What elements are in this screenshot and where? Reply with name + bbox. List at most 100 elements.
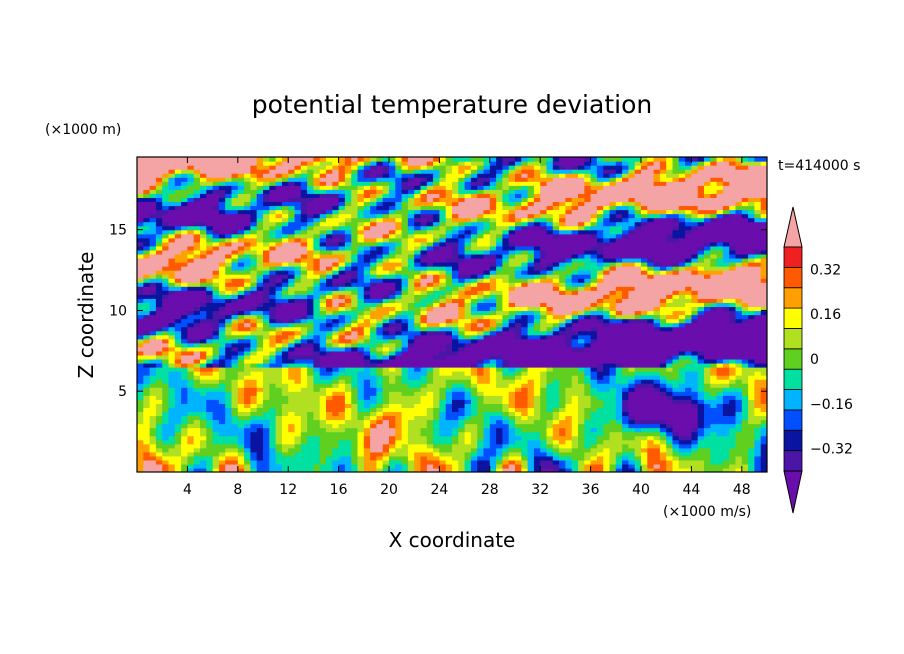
field-cell (521, 435, 529, 441)
field-cell (477, 439, 485, 445)
field-cell (596, 326, 604, 332)
field-cell (710, 290, 718, 295)
field-cell (294, 423, 302, 429)
field-cell (741, 443, 749, 449)
field-cell (250, 290, 258, 295)
field-cell (439, 427, 447, 433)
field-cell (546, 403, 554, 408)
field-cell (729, 354, 737, 360)
field-cell (300, 463, 308, 469)
field-cell (370, 371, 377, 376)
field-cell (527, 435, 535, 441)
field-cell (307, 354, 314, 360)
field-cell (546, 435, 554, 441)
field-cell (748, 290, 755, 295)
field-cell (565, 338, 573, 344)
field-cell (760, 338, 767, 344)
field-cell (578, 443, 585, 449)
field-cell (263, 274, 270, 279)
field-cell (716, 278, 724, 283)
field-cell (288, 427, 296, 433)
field-cell (483, 294, 491, 299)
field-cell (704, 451, 711, 457)
field-cell (143, 286, 151, 291)
field-cell (363, 411, 371, 417)
field-cell (407, 330, 415, 336)
field-cell (218, 451, 226, 457)
field-cell (363, 463, 371, 469)
field-cell (401, 354, 409, 360)
field-cell (382, 358, 390, 364)
field-cell (452, 326, 459, 332)
field-cell (174, 423, 182, 429)
field-cell (552, 375, 560, 380)
field-cell (483, 431, 491, 437)
field-cell (760, 330, 767, 336)
field-cell (225, 278, 233, 283)
field-cell (382, 407, 390, 413)
field-cell (263, 298, 270, 303)
field-cell (697, 274, 705, 279)
field-cell (319, 330, 327, 336)
field-cell (483, 435, 491, 441)
field-cell (722, 294, 730, 299)
field-cell (162, 391, 170, 396)
field-cell (250, 326, 258, 332)
field-cell (722, 322, 730, 328)
field-cell (710, 286, 718, 291)
field-cell (596, 467, 604, 472)
field-cell (376, 338, 384, 344)
field-cell (332, 270, 340, 275)
field-cell (426, 294, 434, 299)
field-cell (338, 318, 346, 324)
field-cell (603, 294, 611, 299)
field-cell (489, 391, 497, 396)
field-cell (332, 403, 340, 408)
field-cell (225, 407, 233, 413)
field-cell (263, 358, 270, 364)
field-cell (401, 399, 409, 404)
field-cell (389, 375, 396, 380)
field-cell (225, 403, 233, 408)
field-cell (565, 342, 573, 348)
field-cell (571, 403, 579, 408)
field-cell (225, 362, 233, 368)
field-cell (622, 270, 629, 275)
field-cell (162, 282, 170, 287)
field-cell (445, 350, 453, 356)
field-cell (634, 403, 642, 408)
field-cell (237, 439, 245, 445)
field-cell (533, 330, 541, 336)
field-cell (716, 362, 724, 368)
field-cell (168, 391, 176, 396)
field-cell (483, 326, 491, 332)
field-cell (615, 282, 623, 287)
field-cell (546, 399, 554, 404)
field-cell (351, 290, 359, 295)
field-cell (559, 330, 566, 336)
field-cell (307, 435, 314, 441)
field-cell (395, 286, 403, 291)
field-cell (376, 342, 384, 348)
field-cell (760, 391, 767, 396)
field-cell (155, 443, 163, 449)
field-cell (256, 342, 264, 348)
field-cell (470, 399, 478, 404)
field-cell (338, 346, 346, 352)
field-cell (149, 395, 157, 400)
field-cell (363, 447, 371, 453)
field-cell (496, 282, 503, 287)
field-cell (363, 415, 371, 421)
field-cell (760, 395, 767, 400)
field-cell (628, 439, 636, 445)
field-cell (622, 334, 629, 340)
field-cell (735, 451, 743, 457)
field-cell (666, 286, 674, 291)
field-cell (300, 358, 308, 364)
field-cell (206, 302, 214, 308)
field-cell (546, 334, 554, 340)
field-cell (741, 447, 749, 453)
field-cell (748, 395, 755, 400)
field-cell (754, 334, 762, 340)
field-cell (401, 306, 409, 312)
